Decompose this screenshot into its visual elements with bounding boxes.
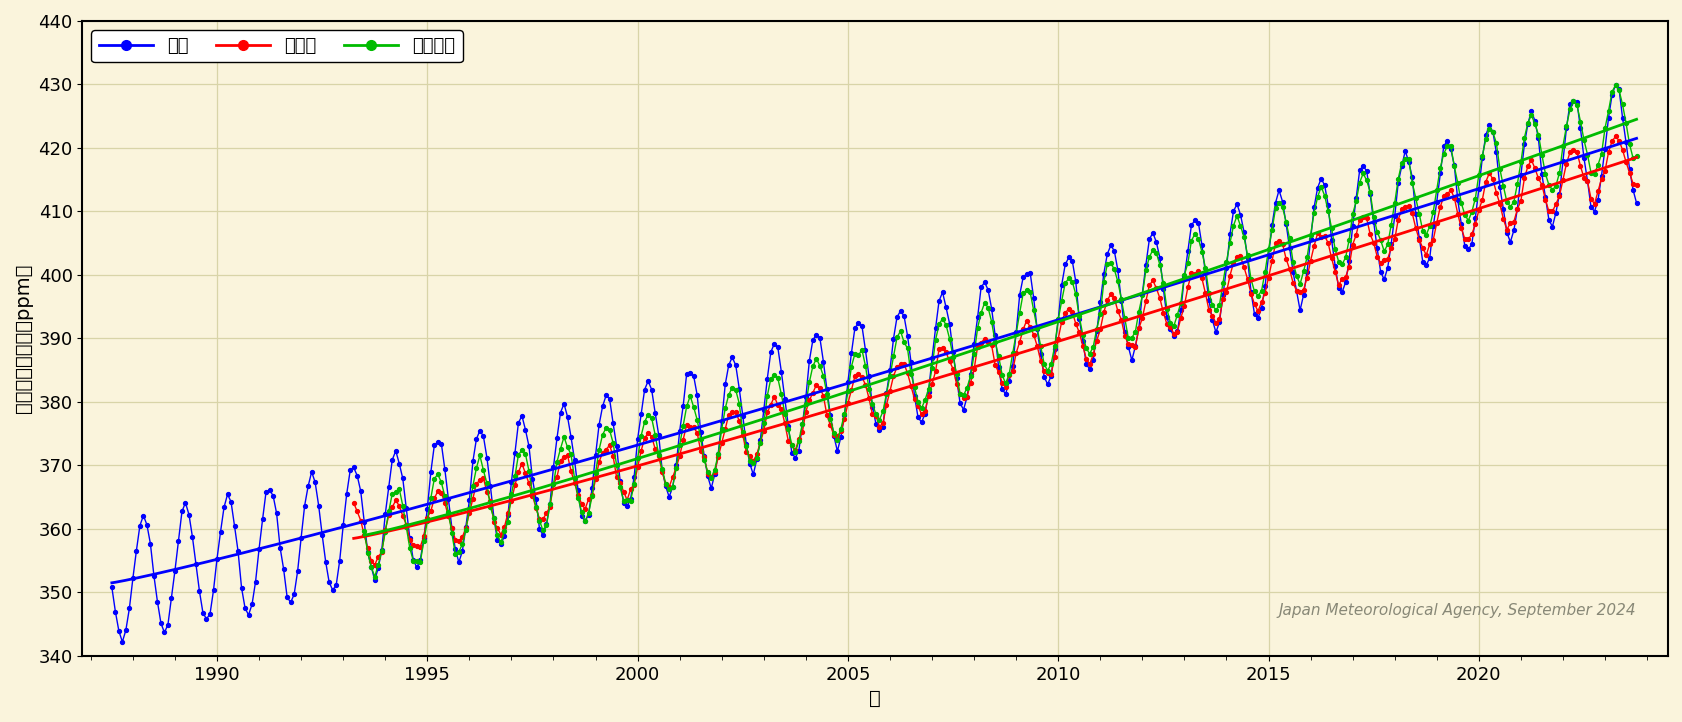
- X-axis label: 年: 年: [870, 689, 881, 708]
- Y-axis label: 二酸化炭素濃度（ppm）: 二酸化炭素濃度（ppm）: [13, 264, 34, 413]
- Text: Japan Meteorological Agency, September 2024: Japan Meteorological Agency, September 2…: [1278, 603, 1637, 618]
- Legend: 綿里, 南鳥島, 与那国島: 綿里, 南鳥島, 与那国島: [91, 30, 463, 62]
